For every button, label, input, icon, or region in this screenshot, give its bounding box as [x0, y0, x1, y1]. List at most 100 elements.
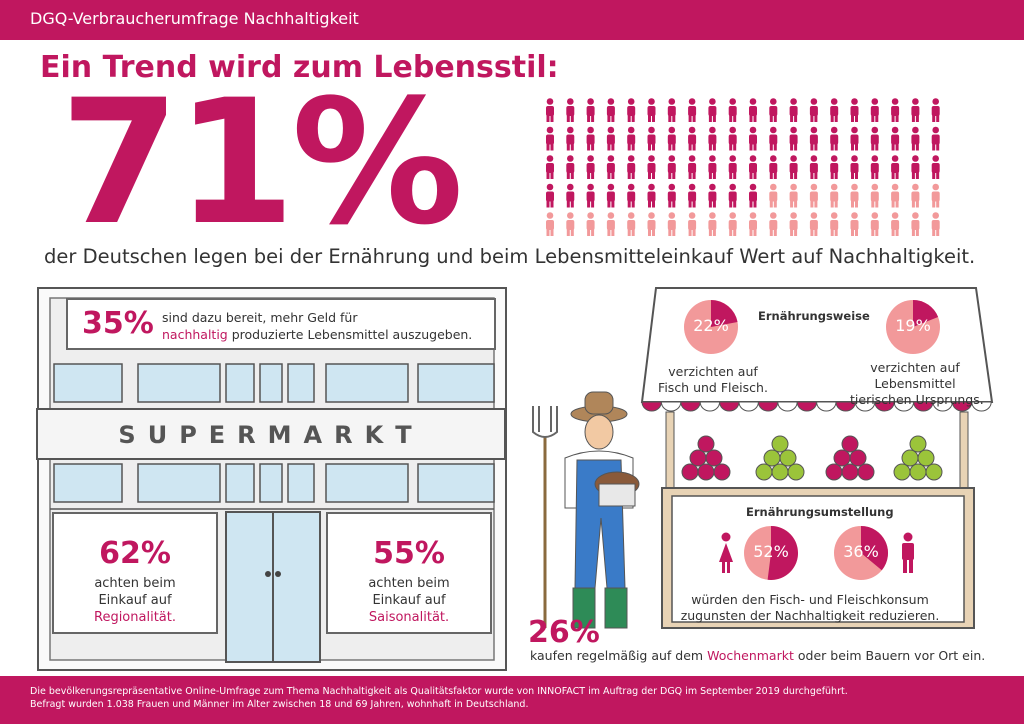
- person-icon: [606, 212, 615, 236]
- weise-right-text: verzichten auf Lebensmittel tierischen U…: [850, 360, 984, 408]
- person-icon: [667, 126, 676, 151]
- person-icon: [647, 183, 656, 208]
- person-icon: [891, 98, 900, 122]
- person-icon: [850, 126, 859, 151]
- person-icon: [749, 183, 757, 208]
- person-icon: [647, 212, 656, 236]
- person-icon: [870, 126, 879, 151]
- pear-icon: [787, 463, 805, 481]
- person-icon: [850, 183, 859, 208]
- person-icon: [749, 155, 757, 179]
- person-icon: [891, 183, 900, 208]
- person-icon: [769, 183, 778, 208]
- apple-icon: [841, 463, 859, 481]
- person-icon: [891, 212, 900, 236]
- person-icon: [667, 183, 676, 208]
- person-icon: [728, 212, 737, 236]
- person-icon: [708, 155, 717, 179]
- pie-52: 52%: [744, 526, 798, 580]
- awning-scallop: [777, 401, 798, 412]
- pear-icon: [909, 463, 927, 481]
- person-icon: [647, 98, 656, 122]
- woman-icon: [719, 532, 733, 573]
- person-icon: [911, 183, 920, 208]
- person-icon: [830, 98, 839, 122]
- awning-scallop: [796, 401, 818, 412]
- market-highlight: Wochenmarkt: [707, 648, 794, 663]
- header-title: DGQ-Verbraucherumfrage Nachhaltigkeit: [30, 9, 359, 28]
- stat-62-line1: achten beim: [94, 576, 176, 591]
- farmer-illustration: [532, 391, 640, 629]
- stat-55-percent: 55%: [373, 536, 445, 571]
- footer-line1: Die bevölkerungsrepräsentative Online-Um…: [30, 686, 848, 697]
- person-icon: [546, 183, 554, 208]
- person-icon: [708, 212, 717, 236]
- apple-icon: [705, 449, 723, 467]
- person-icon: [606, 98, 615, 122]
- person-icon: [627, 155, 636, 179]
- stat-35-highlight: nachhaltig: [162, 327, 228, 342]
- stat-55-line2: Einkauf auf: [372, 593, 446, 608]
- apple-icon: [833, 449, 851, 467]
- person-icon: [931, 212, 940, 236]
- person-icon: [627, 98, 636, 122]
- pear-icon: [909, 435, 927, 453]
- person-icon: [647, 126, 656, 151]
- stat-35-box: 35% sind dazu bereit, mehr Geld für nach…: [66, 298, 496, 350]
- stat-55-highlight: Saisonalität.: [368, 610, 450, 625]
- awning-scallop: [719, 401, 740, 412]
- person-icon: [749, 212, 757, 236]
- person-icon: [850, 212, 859, 236]
- ernaehrungsumstellung-title: Ernährungsumstellung: [746, 505, 894, 519]
- awning-scallop: [816, 401, 837, 412]
- apple-icon: [713, 463, 731, 481]
- big-percent: 71%: [60, 62, 464, 263]
- person-icon: [546, 212, 554, 236]
- person-icon: [708, 98, 717, 122]
- stat-35-line1: sind dazu bereit, mehr Geld für: [162, 310, 358, 325]
- pear-icon: [771, 435, 789, 453]
- person-icon: [911, 126, 920, 151]
- person-icon: [586, 155, 595, 179]
- weise-right-line1: verzichten auf: [870, 360, 960, 375]
- person-icon: [688, 98, 697, 122]
- person-icon: [667, 212, 676, 236]
- person-icon: [789, 155, 798, 179]
- person-icon: [809, 155, 818, 179]
- stat-35-percent: 35%: [82, 306, 154, 341]
- person-icon: [830, 155, 839, 179]
- stat-62-percent: 62%: [99, 536, 171, 571]
- person-icon: [566, 155, 575, 179]
- person-icon: [911, 155, 920, 179]
- apple-icon: [689, 449, 707, 467]
- stat-62-line2: Einkauf auf: [98, 593, 172, 608]
- person-icon: [931, 155, 940, 179]
- pear-icon: [779, 449, 797, 467]
- person-icon: [688, 183, 697, 208]
- header-bar: DGQ-Verbraucherumfrage Nachhaltigkeit: [0, 0, 1024, 40]
- person-icon: [546, 126, 554, 151]
- apple-icon: [681, 463, 699, 481]
- person-icon: [606, 126, 615, 151]
- supermarket-sign: SUPERMARKT: [36, 408, 506, 460]
- person-icon: [586, 98, 595, 122]
- person-icon: [809, 126, 818, 151]
- weise-right-line3: tierischen Ursprungs.: [850, 392, 984, 407]
- market-text: kaufen regelmäßig auf dem Wochenmarkt od…: [530, 648, 985, 663]
- man-icon: [902, 532, 914, 573]
- awning-scallop: [971, 401, 992, 412]
- pie-22: 22%: [684, 300, 738, 354]
- person-icon: [627, 183, 636, 208]
- ernaehrungsweise-title: Ernährungsweise: [758, 309, 870, 323]
- person-icon: [566, 98, 575, 122]
- person-icon: [850, 98, 859, 122]
- pie-36-label: 36%: [843, 542, 879, 561]
- pie-52-label: 52%: [753, 542, 789, 561]
- person-icon: [606, 183, 615, 208]
- stat-55-line1: achten beim: [368, 576, 450, 591]
- person-icon: [789, 212, 798, 236]
- person-icon: [931, 126, 940, 151]
- stat-62-text: achten beim Einkauf auf Regionalität.: [54, 575, 216, 626]
- stat-55-text: achten beim Einkauf auf Saisonalität.: [328, 575, 490, 626]
- person-icon: [647, 155, 656, 179]
